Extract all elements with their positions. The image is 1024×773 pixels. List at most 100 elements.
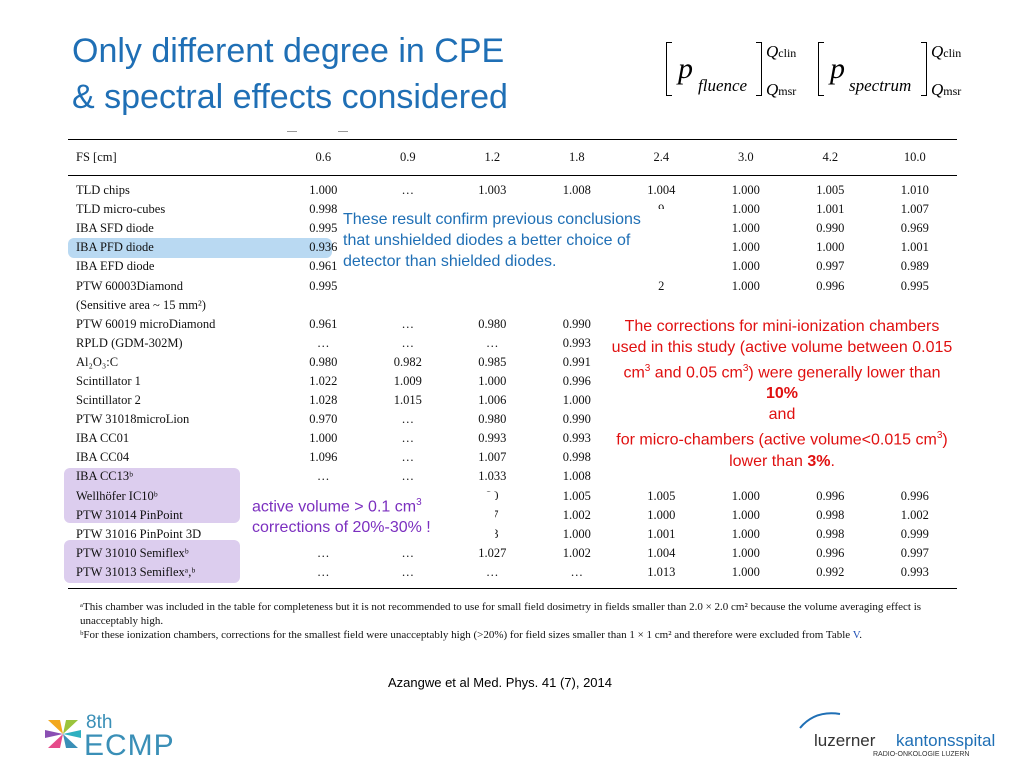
correction-value: 1.004 xyxy=(647,183,676,198)
correction-value: 0.998 xyxy=(816,507,845,522)
p-symbol: p xyxy=(830,52,845,85)
table-row: Wellhöfer IC10ᵇ301.0051.0051.0000.9960.9… xyxy=(68,487,957,506)
table-row: PTW 31013 Semiflexᵃ,ᵇ … … … … 1.013 1.000 0.992… xyxy=(68,563,957,582)
correction-value: 1.000 xyxy=(731,278,760,293)
table-row: PTW 60003Diamond 0.995 2 1.000 0.996 0.995 xyxy=(68,276,957,295)
correction-value: … xyxy=(401,545,415,560)
correction-value: 0.980 xyxy=(478,412,507,427)
detector-name: RPLD (GDM-302M) xyxy=(76,335,183,350)
correction-value: 1.002 xyxy=(900,507,929,522)
detector-name: (Sensitive area ~ 15 mm²) xyxy=(76,297,206,312)
detector-name: Scintillator 2 xyxy=(76,393,141,408)
correction-value: 1.007 xyxy=(478,450,507,465)
correction-value: 0.990 xyxy=(816,221,845,236)
correction-value: … xyxy=(401,450,415,465)
correction-value: 0.998 xyxy=(816,526,845,541)
correction-value: 1.000 xyxy=(731,183,760,198)
correction-value: … xyxy=(401,564,415,579)
detector-name: IBA PFD diode xyxy=(76,240,154,255)
column-header-fs: 1.2 xyxy=(484,150,501,164)
correction-value: 0.998 xyxy=(562,450,591,465)
correction-value: … xyxy=(401,469,415,484)
correction-value: 0.992 xyxy=(816,564,845,579)
column-header-fs: 2.4 xyxy=(653,150,670,164)
spectrum-correction-formula: p spectrum Qclin Qmsr xyxy=(818,42,978,102)
correction-value: 1.002 xyxy=(562,545,591,560)
correction-value: 0.995 xyxy=(900,278,929,293)
correction-value xyxy=(535,296,620,315)
correction-value: 0.996 xyxy=(816,488,845,503)
detector-name: IBA SFD diode xyxy=(76,221,154,236)
table-bottom-rule xyxy=(68,588,957,589)
detector-name: IBA EFD diode xyxy=(76,259,155,274)
correction-value: 0.995 xyxy=(309,221,338,236)
table-row: PTW 31018microLion 0.970 … 0.980 0.990 xyxy=(68,410,957,429)
left-bracket xyxy=(666,42,672,96)
detector-name: Wellhöfer IC10ᵇ xyxy=(76,488,158,503)
correction-value: 0.985 xyxy=(478,354,507,369)
correction-value: … xyxy=(317,469,330,484)
table-row: PTW 31014 PinPoint071.0021.0001.0000.998… xyxy=(68,506,957,525)
column-header-fs: 0.9 xyxy=(399,150,416,164)
correction-value: 1.005 xyxy=(647,488,676,503)
divider xyxy=(287,131,297,132)
correction-value: 0.993 xyxy=(562,335,591,350)
citation: Azangwe et al Med. Phys. 41 (7), 2014 xyxy=(387,675,612,690)
correction-value xyxy=(281,296,366,315)
correction-value: 1.005 xyxy=(562,488,591,503)
correction-value: 0.996 xyxy=(900,488,929,503)
correction-value: 1.001 xyxy=(900,240,929,255)
correction-value: 1.000 xyxy=(731,545,760,560)
table-body: TLD chips 1.000 … 1.003 1.008 1.004 1.000 1.005… xyxy=(68,176,957,582)
correction-value: 1.007 xyxy=(900,202,929,217)
correction-value: 0.996 xyxy=(816,278,845,293)
correction-value: 1.006 xyxy=(478,393,507,408)
correction-value: 1.008 xyxy=(562,469,591,484)
footnote-b: ᵇFor these ionization chambers, correcti… xyxy=(80,629,862,641)
detector-name: IBA CC13ᵇ xyxy=(76,469,134,484)
table-row: PTW 31016 PinPoint 3D131.0001.0011.0000.… xyxy=(68,525,957,544)
correction-value: 1.004 xyxy=(647,545,676,560)
correction-value xyxy=(619,296,704,315)
ecmp-logo-text: ECMP xyxy=(84,729,175,762)
mini-chamber-correction-note: The corrections for mini-ionization cham… xyxy=(606,316,958,472)
correction-value: … xyxy=(401,431,415,446)
footer-logos: 8th ECMP luzerner kantonsspital RADIO-ON… xyxy=(0,700,1024,768)
table-header-row: FS [cm] 0.6 0.9 1.2 1.8 2.4 3.0 4.2 10.0 xyxy=(68,150,957,176)
correction-value: … xyxy=(317,545,330,560)
correction-value: 0.996 xyxy=(562,373,591,388)
correction-value: 0.996 xyxy=(816,545,845,560)
correction-value: … xyxy=(486,335,499,350)
correction-value: 1.010 xyxy=(900,183,929,198)
correction-value: 0.989 xyxy=(900,259,929,274)
table-v-link[interactable]: V xyxy=(852,629,860,641)
kantonsspital-text: kantonsspital xyxy=(896,731,995,750)
detector-name: PTW 31013 Semiflexᵃ,ᵇ xyxy=(76,564,196,579)
correction-value: … xyxy=(570,564,584,579)
diode-conclusion-note: These result confirm previous conclusion… xyxy=(343,209,665,272)
correction-value: 1.000 xyxy=(309,431,338,446)
logo-strip: 8th ECMP luzerner kantonsspital RADIO-ON… xyxy=(45,712,995,762)
detector-name: PTW 31014 PinPoint xyxy=(76,507,183,522)
highlight-small-chambers xyxy=(64,468,240,523)
correction-value: 0.998 xyxy=(309,202,338,217)
correction-value: 0.961 xyxy=(309,259,338,274)
correction-value xyxy=(450,296,535,315)
correction-value: 1.008 xyxy=(562,183,591,198)
slide-title: Only different degree in CPE & spectral … xyxy=(72,28,612,120)
footnote-a: ᵃThis chamber was included in the table … xyxy=(80,601,922,627)
correction-value: 0.990 xyxy=(562,412,591,427)
column-header-fs: 10.0 xyxy=(903,150,926,164)
correction-value: 1.000 xyxy=(731,259,760,274)
correction-value: 1.002 xyxy=(562,507,591,522)
correction-value xyxy=(366,276,451,295)
radio-onkologie-text: RADIO-ONKOLOGIE LUZERN xyxy=(873,751,969,758)
correction-value xyxy=(788,296,873,315)
correction-value: 0.936 xyxy=(309,240,338,255)
correction-value xyxy=(873,296,958,315)
correction-value: 0.980 xyxy=(309,354,338,369)
correction-value: 1.000 xyxy=(309,183,338,198)
right-bracket xyxy=(921,42,927,96)
